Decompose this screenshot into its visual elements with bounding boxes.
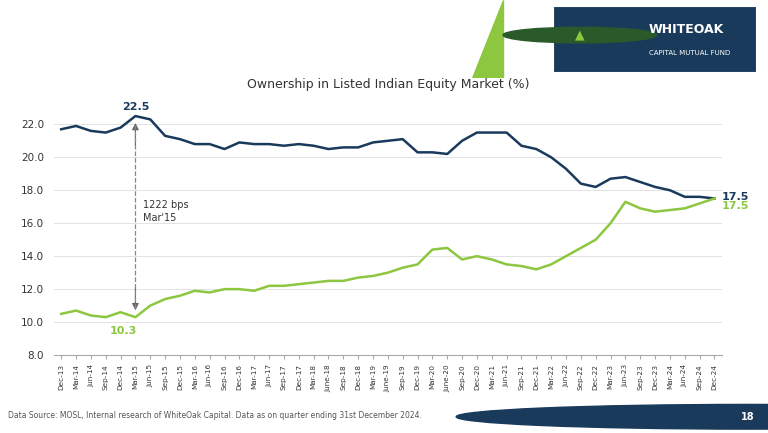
Circle shape	[456, 404, 768, 429]
FancyBboxPatch shape	[553, 6, 756, 72]
Circle shape	[503, 27, 657, 43]
Text: Data Source: MOSL, Internal research of WhiteOak Capital. Data as on quarter end: Data Source: MOSL, Internal research of …	[8, 410, 422, 420]
Text: CAPITAL MUTUAL FUND: CAPITAL MUTUAL FUND	[649, 50, 730, 56]
Text: 17.5: 17.5	[722, 192, 750, 202]
Text: 10.3: 10.3	[110, 326, 137, 336]
Text: ▲: ▲	[575, 29, 584, 42]
Text: FIIs Ownership Near Decadal Low: FIIs Ownership Near Decadal Low	[9, 19, 348, 38]
Text: WHITEOAK: WHITEOAK	[649, 23, 724, 36]
Polygon shape	[472, 0, 503, 78]
Text: 22.5: 22.5	[122, 103, 149, 113]
Text: 18: 18	[741, 412, 755, 422]
Text: Gap between FIIs and DIIs narrowed !: Gap between FIIs and DIIs narrowed !	[9, 55, 231, 68]
Text: 1222 bps
Mar'15: 1222 bps Mar'15	[143, 200, 188, 223]
Text: 17.5: 17.5	[722, 201, 750, 211]
Title: Ownership in Listed Indian Equity Market (%): Ownership in Listed Indian Equity Market…	[247, 78, 529, 91]
